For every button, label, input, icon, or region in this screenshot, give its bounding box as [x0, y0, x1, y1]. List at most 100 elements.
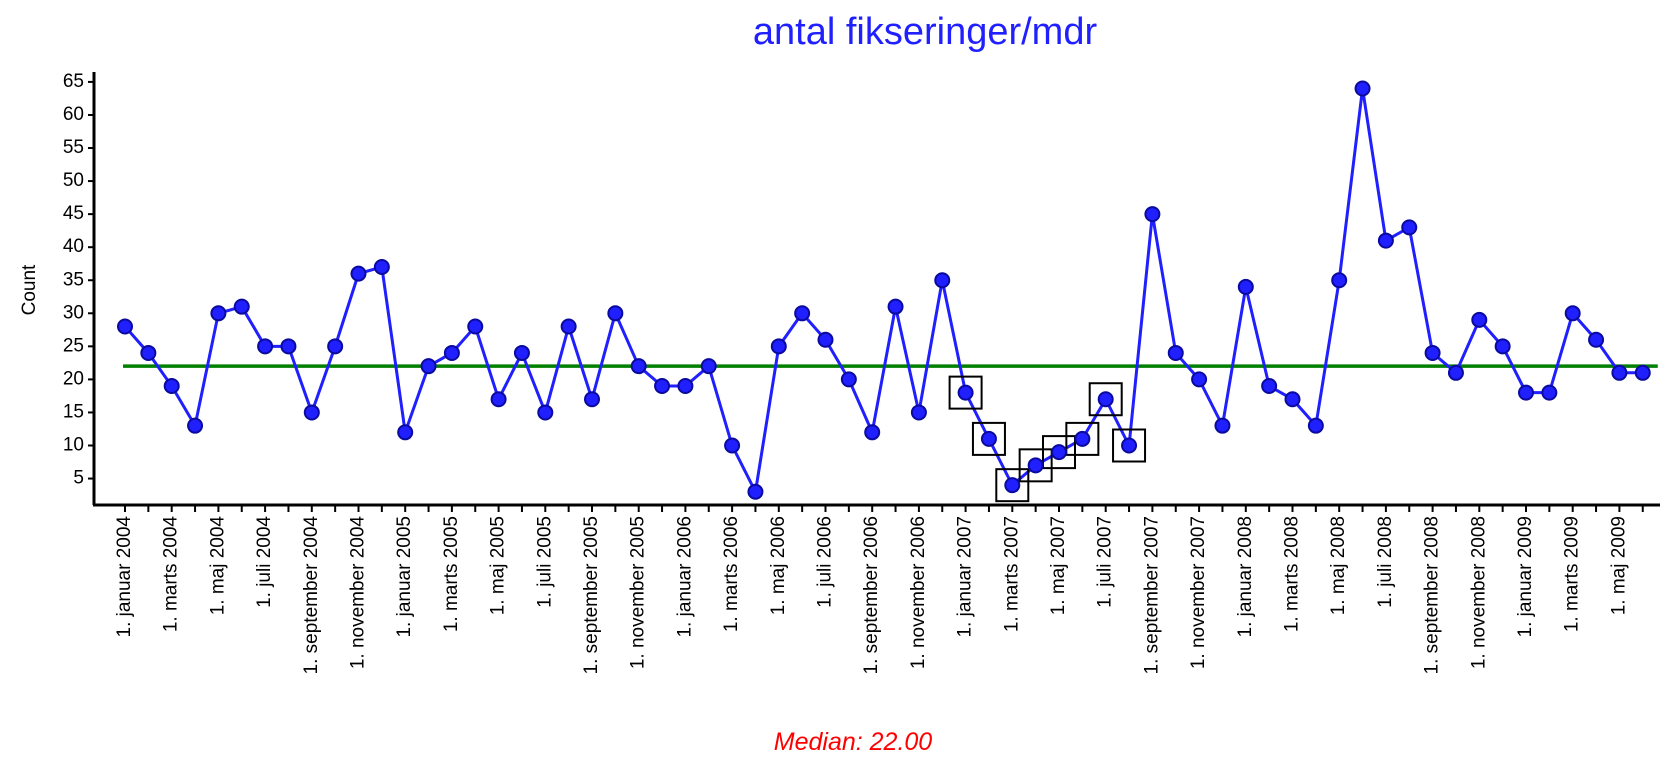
point — [1331, 272, 1348, 289]
point — [1214, 417, 1231, 434]
point — [654, 378, 671, 395]
point — [1121, 437, 1138, 454]
point — [1051, 444, 1067, 461]
x-tick-label: 1. november 2008 — [1468, 516, 1489, 669]
point — [513, 344, 530, 361]
x-tick-label: 1. maj 2004 — [207, 516, 228, 616]
x-tick-label: 1. januar 2004 — [114, 516, 135, 638]
x-tick-label: 1. maj 2008 — [1328, 516, 1349, 615]
point — [1401, 219, 1418, 236]
point — [817, 331, 834, 348]
point — [1261, 378, 1278, 395]
point — [210, 305, 227, 322]
x-tick-label: 1. marts 2009 — [1562, 516, 1583, 632]
point — [1377, 232, 1394, 249]
point — [350, 265, 367, 282]
point — [584, 391, 600, 408]
y-tick-label: 65 — [63, 71, 84, 92]
point — [1541, 384, 1558, 401]
x-tick-label: 1. juli 2007 — [1095, 516, 1116, 608]
point — [467, 318, 484, 335]
y-tick-label: 55 — [63, 137, 84, 158]
point — [1191, 371, 1208, 388]
point — [724, 437, 741, 454]
x-tick-label: 1. maj 2006 — [768, 516, 789, 615]
x-tick-label: 1. januar 2007 — [955, 516, 976, 638]
point — [864, 424, 881, 441]
x-tick-label: 1. januar 2009 — [1515, 516, 1536, 638]
point — [1634, 364, 1651, 381]
point — [187, 417, 204, 434]
point — [1424, 344, 1441, 361]
x-tick-label: 1. maj 2007 — [1048, 516, 1069, 615]
x-tick-label: 1. marts 2007 — [1001, 516, 1022, 632]
point — [677, 378, 694, 395]
x-tick-label: 1. juli 2005 — [534, 516, 555, 608]
x-tick-label: 1. september 2006 — [861, 516, 882, 674]
point — [1564, 305, 1581, 322]
point — [1307, 417, 1324, 434]
signal-box — [1042, 435, 1076, 470]
x-tick-label: 1. september 2008 — [1422, 516, 1443, 674]
y-tick-label: 5 — [73, 468, 84, 489]
x-tick-label: 1. januar 2005 — [394, 516, 415, 638]
point — [607, 305, 624, 322]
point — [397, 424, 414, 441]
point — [233, 298, 250, 315]
point — [1284, 391, 1301, 408]
point — [117, 318, 133, 335]
point — [1518, 384, 1534, 401]
point — [747, 483, 764, 500]
x-tick-label: 1. november 2005 — [628, 516, 649, 669]
point — [980, 430, 997, 447]
x-tick-label: 1. marts 2005 — [441, 516, 462, 632]
y-tick-label: 60 — [63, 104, 84, 125]
point — [490, 391, 507, 408]
y-tick-label: 35 — [63, 269, 84, 290]
point — [537, 404, 554, 421]
x-tick-label: 1. november 2004 — [348, 516, 369, 670]
point — [1027, 457, 1044, 474]
point — [770, 338, 787, 355]
x-tick-label: 1. januar 2006 — [674, 516, 695, 638]
x-tick-label: 1. november 2007 — [1188, 516, 1209, 669]
point — [560, 318, 577, 335]
point — [163, 378, 180, 395]
y-tick-label: 25 — [63, 335, 84, 356]
point — [1004, 477, 1021, 494]
x-tick-label: 1. marts 2008 — [1282, 516, 1303, 632]
x-tick-label: 1. marts 2006 — [721, 516, 742, 632]
x-tick-label: 1. januar 2008 — [1235, 516, 1256, 638]
point — [1354, 80, 1371, 97]
y-tick-label: 45 — [63, 203, 84, 224]
point — [327, 338, 344, 355]
point — [280, 338, 297, 355]
point — [1237, 278, 1254, 295]
x-tick-label: 1. september 2007 — [1141, 516, 1162, 674]
y-tick-label: 10 — [63, 435, 84, 456]
point — [840, 371, 857, 388]
point — [794, 305, 811, 322]
signal-box — [971, 421, 1006, 456]
x-tick-label: 1. september 2005 — [581, 516, 602, 674]
y-tick-label: 30 — [63, 302, 84, 323]
point — [1074, 430, 1091, 447]
series-line — [123, 88, 1643, 497]
point — [420, 358, 437, 375]
point — [257, 338, 274, 355]
x-tick-label: 1. maj 2005 — [488, 516, 509, 615]
point — [443, 344, 460, 361]
x-tick-label: 1. maj 2009 — [1608, 516, 1629, 615]
point — [630, 358, 647, 375]
point — [700, 358, 717, 375]
point — [303, 404, 320, 421]
point — [1611, 364, 1628, 381]
x-tick-label: 1. juli 2004 — [254, 516, 275, 608]
signal-box — [948, 375, 983, 410]
median-label: Median: 22.00 — [774, 728, 933, 756]
y-tick-label: 20 — [63, 368, 84, 389]
chart-title: antal fikseringer/mdr — [753, 11, 1098, 53]
point — [934, 272, 951, 289]
x-tick-label: 1. marts 2004 — [161, 516, 182, 633]
